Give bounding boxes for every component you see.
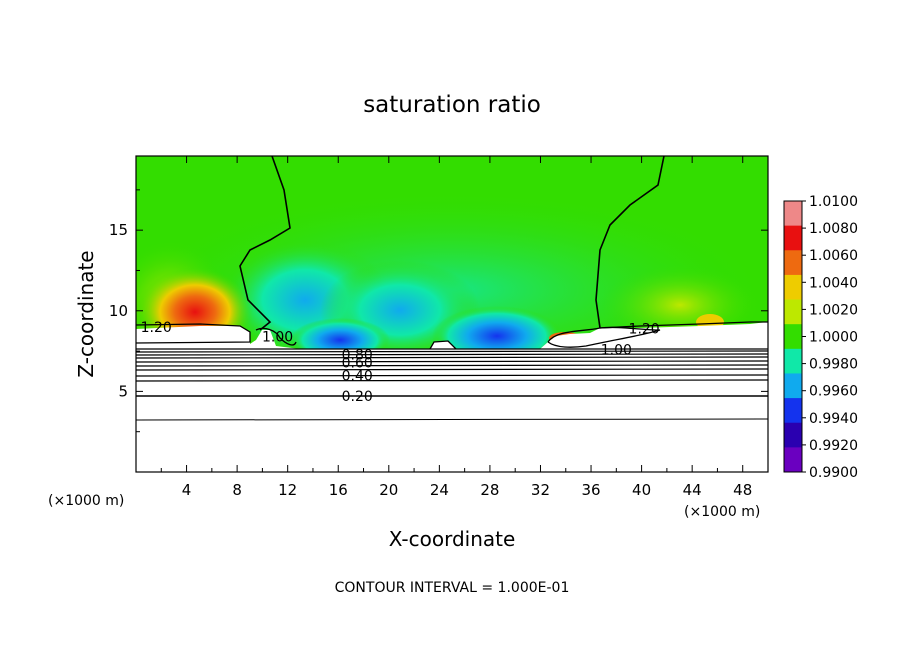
contour-label: 0.20: [342, 389, 373, 405]
y-tick-label: 10: [109, 302, 128, 320]
contour-interval-note: CONTOUR INTERVAL = 1.000E-01: [335, 580, 570, 596]
chart-title: saturation ratio: [363, 92, 541, 118]
cloud-free-upper-strip: [136, 326, 250, 344]
y-tick-label: 15: [109, 221, 128, 239]
colorbar: 1.0100 1.0080 1.0060 1.0040 1.0020 1.0000 0.99…: [783, 194, 858, 481]
x-tick-label: 44: [683, 481, 702, 499]
contour-1-20-upper: [136, 323, 251, 344]
colorbar-label: 1.0100: [809, 194, 858, 210]
contour-1-00-loop-left: [255, 327, 297, 346]
contour-1-00-right: [595, 156, 665, 329]
colorbar-label: 0.9960: [809, 384, 858, 400]
x-axis-title: X-coordinate: [389, 527, 516, 551]
contour-label: 1.00: [262, 330, 293, 346]
y-axis-ticks: 5 10 15: [109, 189, 768, 433]
x-tick-label: 36: [581, 481, 600, 499]
colorbar-label: 1.0080: [809, 221, 858, 237]
x-tick-label: 40: [632, 481, 651, 499]
contour-label: 0.40: [342, 368, 373, 384]
y-tick-label: 5: [118, 382, 128, 400]
x-tick-label: 32: [531, 481, 550, 499]
x-tick-label: 4: [182, 481, 192, 499]
contour-1-20-right: [599, 321, 768, 329]
x-unit-label-left: (×1000 m): [48, 493, 124, 509]
colorbar-label: 1.0040: [809, 275, 858, 291]
x-tick-label: 16: [329, 481, 348, 499]
x-unit-label-right: (×1000 m): [684, 504, 760, 520]
colorbar-label: 0.9920: [809, 438, 858, 454]
contour-label: 1.20: [629, 322, 660, 338]
colorbar-label: 0.9900: [809, 465, 858, 481]
contour-label: 0.80: [342, 347, 373, 363]
x-tick-label: 8: [232, 481, 242, 499]
colorbar-swatch: [784, 274, 802, 300]
horizontal-contours: [136, 348, 768, 421]
colorbar-swatch: [784, 447, 802, 473]
contour-labels: 1.20 1.00 0.800.600.40 0.20 1.20 1.00: [141, 320, 660, 405]
colorbar-label: 0.9940: [809, 411, 858, 427]
plot-area: [136, 156, 768, 472]
contour-cap-center: [429, 340, 457, 350]
colorbar-swatch: [784, 299, 802, 325]
colorbar-swatch: [784, 398, 802, 424]
contour-label: 0.60: [342, 355, 373, 371]
colorbar-swatch: [784, 348, 802, 374]
colorbar-swatch: [784, 250, 802, 276]
cloud-free-lower-region: [136, 322, 768, 472]
x-tick-label: 24: [430, 481, 449, 499]
colorbar-label: 1.0020: [809, 302, 858, 318]
x-tick-label: 12: [278, 481, 297, 499]
colorbar-label: 0.9980: [809, 357, 858, 373]
contour-label: 1.20: [141, 320, 172, 336]
colorbar-label: 1.0060: [809, 248, 858, 264]
contour-label: 1.00: [601, 342, 632, 358]
x-axis-ticks: 4 8 12 16 20 24 28 32 36 40 44 48: [160, 156, 752, 499]
x-tick-label: 28: [480, 481, 499, 499]
contour-1-00-loop-right: [547, 326, 661, 348]
x-tick-label: 48: [733, 481, 752, 499]
colorbar-swatch: [784, 225, 802, 251]
y-axis-title: Z-coordinate: [74, 250, 98, 377]
x-tick-label: 20: [379, 481, 398, 499]
colorbar-swatch: [784, 324, 802, 350]
colorbar-swatch: [784, 422, 802, 448]
colorbar-label: 1.0000: [809, 330, 858, 346]
plot-frame: [135, 155, 769, 473]
colorbar-swatch: [784, 373, 802, 399]
colorbar-swatch: [784, 201, 802, 227]
contour-1-00-left: [239, 156, 291, 331]
